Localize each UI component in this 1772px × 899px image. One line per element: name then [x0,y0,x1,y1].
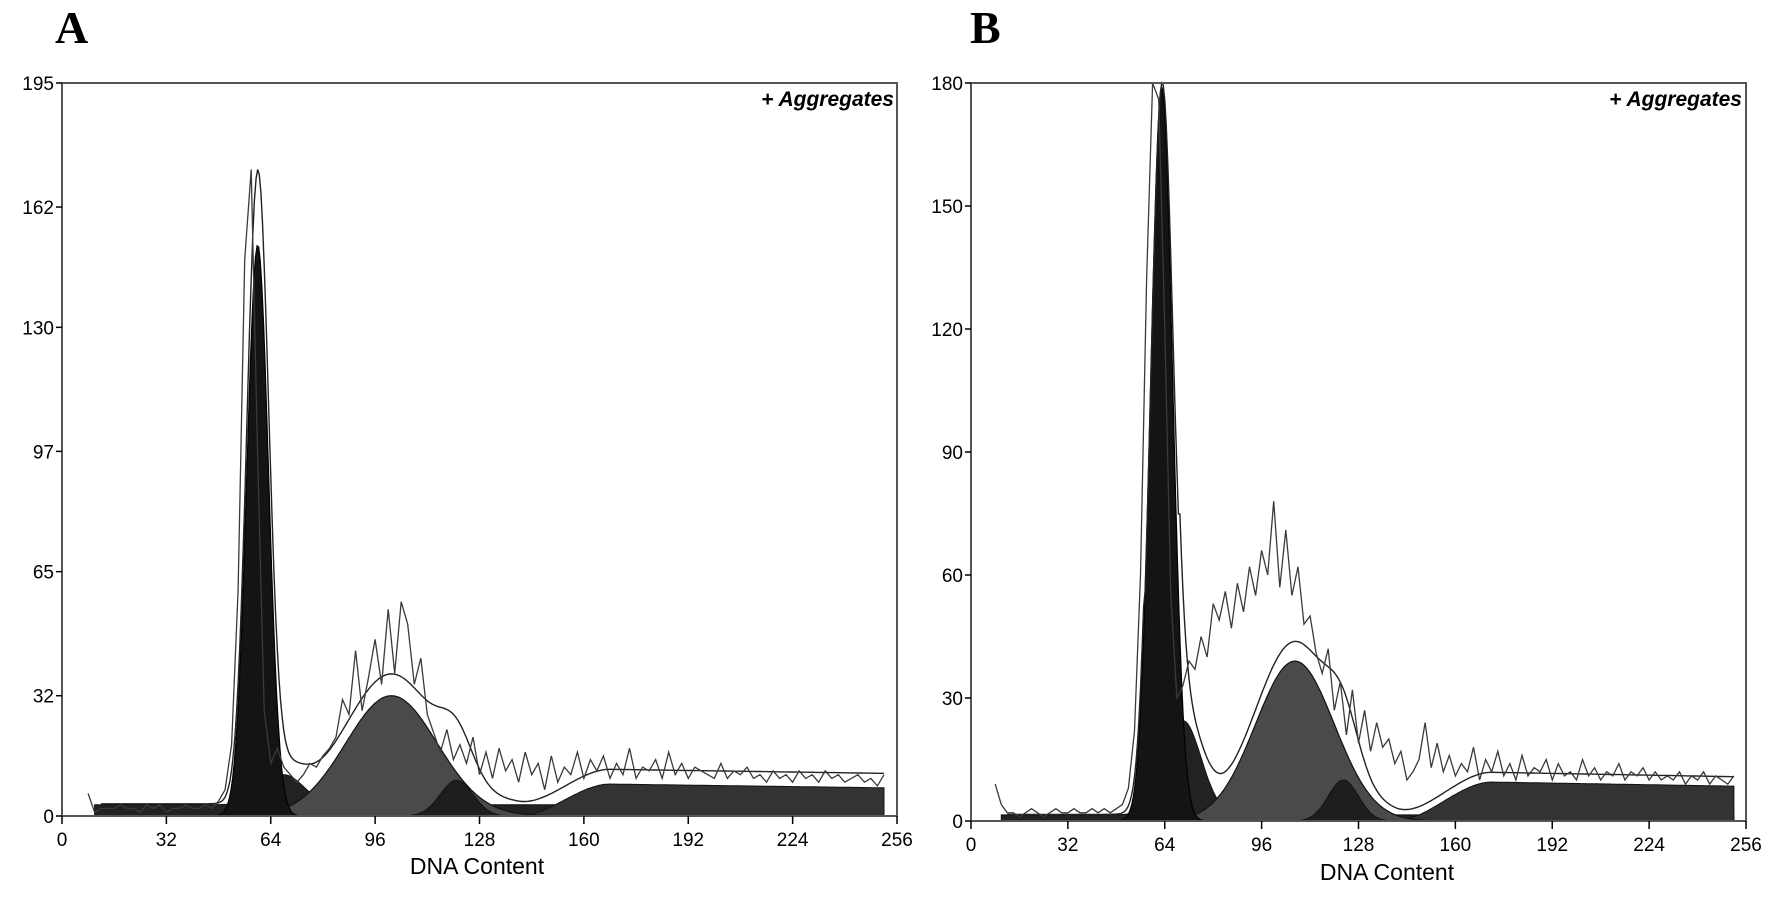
x-tick-label-a-64: 64 [260,830,282,851]
model-fit-line-a [101,169,885,805]
annotation-a: + Aggregates [761,88,894,111]
y-tick-label-a-0: 0 [43,807,54,828]
y-tick-label-a-32: 32 [33,687,54,708]
panel-b-label: B [970,2,1001,53]
y-tick-label-a-130: 130 [22,318,54,339]
x-tick-label-a-128: 128 [464,830,496,851]
y-tick-label-a-65: 65 [33,563,54,584]
y-tick-label-a-97: 97 [33,442,54,463]
raw-histogram-line-a [87,169,885,814]
x-tick-label-a-96: 96 [365,830,386,851]
x-tick-label-a-256: 256 [881,830,913,851]
x-tick-label-a-224: 224 [777,830,809,851]
y-tick-label-a-195: 195 [22,74,54,95]
x-tick-label-a-192: 192 [672,830,704,851]
x-axis-title-a: DNA Content [410,853,545,879]
aggregates-area-a [518,783,885,817]
y-tick-label-a-162: 162 [22,198,54,219]
x-tick-label-a-32: 32 [156,830,177,851]
plot-frame-a [61,82,898,817]
panel-a-label: A [55,2,89,53]
g1-peak-area-a [214,244,301,817]
x-tick-label-a-160: 160 [568,830,600,851]
x-tick-label-a-0: 0 [57,830,68,851]
